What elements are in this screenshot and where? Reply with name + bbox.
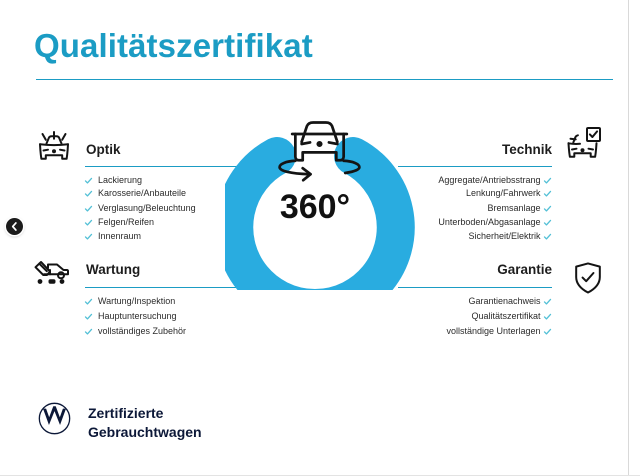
svg-text:360°: 360° bbox=[280, 188, 350, 226]
